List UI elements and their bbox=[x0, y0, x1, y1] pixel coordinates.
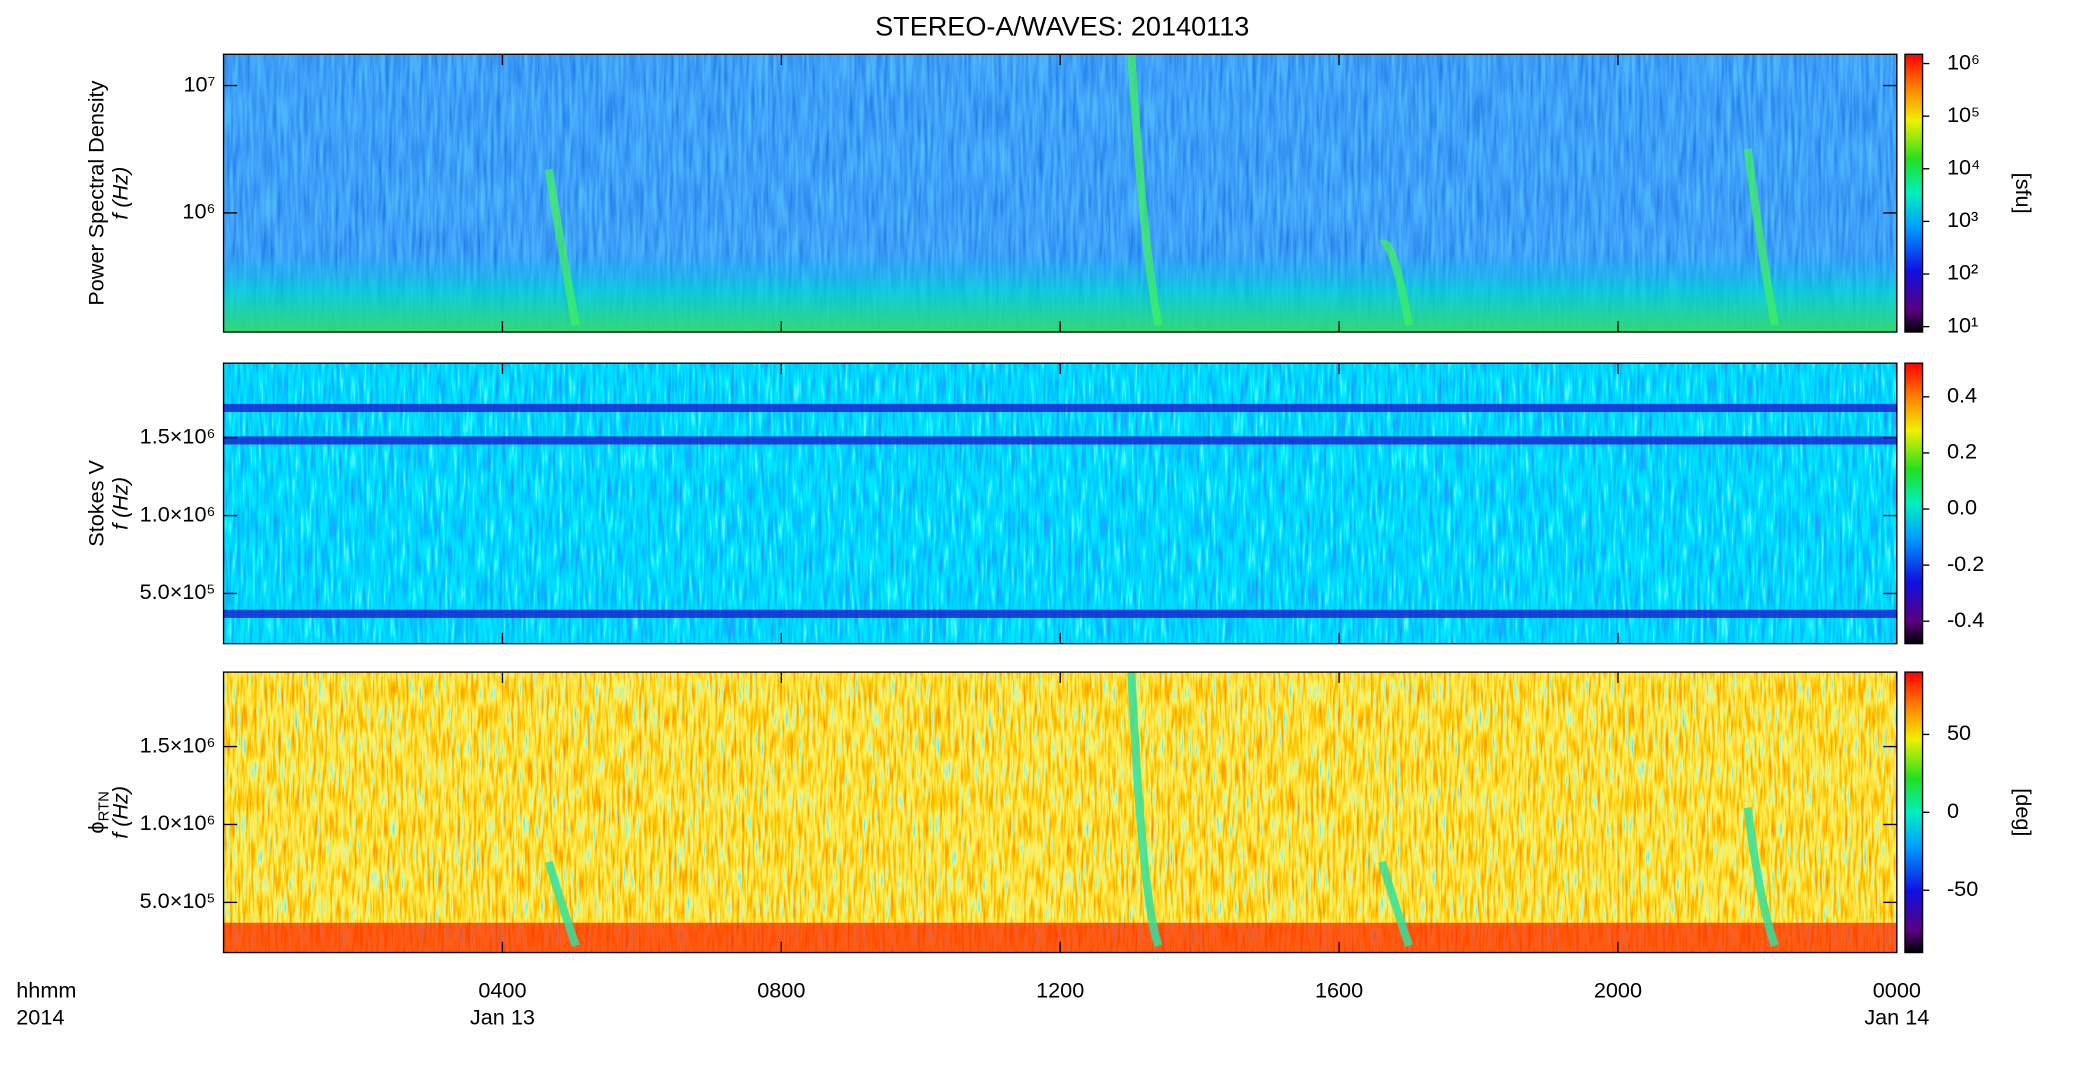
radio-burst bbox=[1743, 148, 1779, 326]
radio-burst bbox=[544, 860, 580, 948]
x-tick-label: 2000 bbox=[1594, 978, 1642, 1003]
x-label: hhmm bbox=[16, 978, 76, 1003]
colorbar bbox=[1904, 53, 1924, 333]
y-label-text: ϕ bbox=[83, 821, 108, 833]
y-tick-label: 1.0×10⁶ bbox=[140, 501, 216, 526]
y-label-unit: f (Hz) bbox=[108, 167, 133, 220]
radio-burst bbox=[1127, 671, 1163, 948]
dark-band bbox=[223, 609, 1897, 618]
colorbar-tick-label: -50 bbox=[1947, 876, 1978, 901]
chart-title: STEREO-A/WAVES: 20140113 bbox=[875, 11, 1249, 42]
radio-burst bbox=[1743, 807, 1779, 948]
colorbar-tick-label: 0 bbox=[1947, 798, 1959, 823]
dark-band bbox=[223, 403, 1897, 412]
y-label: Stokes V bbox=[83, 460, 108, 547]
dark-band bbox=[223, 436, 1897, 445]
colorbar bbox=[1904, 671, 1924, 954]
x-tick-label: 0000 bbox=[1873, 978, 1921, 1003]
radio-burst bbox=[1379, 239, 1414, 326]
colorbar-tick-label: -0.4 bbox=[1947, 607, 1984, 632]
colorbar-tick-label: 10¹ bbox=[1947, 312, 1978, 337]
x-tick-label: 0800 bbox=[757, 978, 805, 1003]
radio-burst bbox=[1378, 860, 1413, 948]
colorbar-tick-label: 10³ bbox=[1947, 207, 1978, 232]
colorbar-tick-label: 0.4 bbox=[1947, 383, 1977, 408]
y-tick-label: 5.0×10⁵ bbox=[140, 579, 216, 604]
colorbar-tick-label: 50 bbox=[1947, 720, 1971, 745]
colorbar-tick-label: 10⁵ bbox=[1947, 102, 1980, 127]
y-label-text: Power Spectral Density bbox=[83, 80, 108, 305]
y-label-text: Stokes V bbox=[83, 460, 108, 547]
x-label-year: 2014 bbox=[16, 1005, 64, 1030]
colorbar-label: [sfu] bbox=[2011, 173, 2036, 214]
colorbar-tick-label: 10² bbox=[1947, 260, 1978, 285]
x-date-label: Jan 14 bbox=[1864, 1005, 1929, 1030]
low-frequency-band bbox=[223, 250, 1897, 333]
y-tick-label: 1.5×10⁶ bbox=[140, 732, 216, 757]
colorbar-tick-label: 10⁶ bbox=[1947, 49, 1980, 74]
y-label-unit: f (Hz) bbox=[108, 786, 133, 839]
colorbar-tick-label: 10⁴ bbox=[1947, 154, 1980, 179]
y-tick-label: 5.0×10⁵ bbox=[140, 888, 216, 913]
spectrogram-image bbox=[223, 672, 1897, 953]
y-tick-label: 1.0×10⁶ bbox=[140, 810, 216, 835]
y-label: ϕRTN bbox=[83, 791, 112, 833]
radio-burst bbox=[544, 168, 580, 326]
x-tick-label: 1600 bbox=[1315, 978, 1363, 1003]
x-tick-label: 1200 bbox=[1036, 978, 1084, 1003]
y-tick-label: 1.5×10⁶ bbox=[140, 423, 216, 448]
y-label-unit: f (Hz) bbox=[108, 477, 133, 530]
y-label: Power Spectral Density bbox=[83, 80, 108, 305]
colorbar-tick-label: 0.0 bbox=[1947, 495, 1977, 520]
colorbar-label: [deg] bbox=[2011, 788, 2036, 836]
colorbar-tick-label: 0.2 bbox=[1947, 439, 1977, 464]
x-date-label: Jan 13 bbox=[470, 1005, 535, 1030]
y-label-subscript: RTN bbox=[96, 791, 112, 821]
colorbar bbox=[1904, 362, 1924, 645]
y-tick-label: 10⁷ bbox=[183, 71, 215, 96]
y-tick-label: 10⁶ bbox=[182, 199, 215, 224]
x-tick-label: 0400 bbox=[478, 978, 526, 1003]
radio-burst bbox=[1127, 54, 1163, 326]
colorbar-tick-label: -0.2 bbox=[1947, 551, 1984, 576]
